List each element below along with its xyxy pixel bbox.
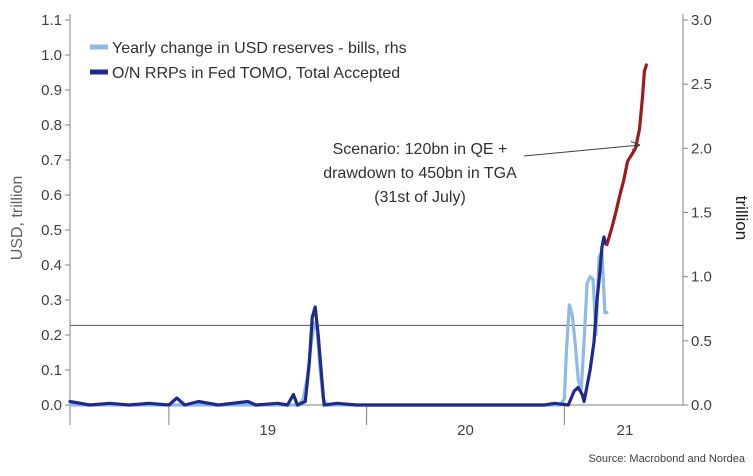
left-tick-label: 0.8 xyxy=(41,117,62,134)
x-tick-label: 21 xyxy=(617,422,634,439)
right-tick-label: 0.5 xyxy=(691,333,712,350)
left-tick-label: 1.0 xyxy=(41,47,62,64)
annotation-line: Scenario: 120bn in QE + xyxy=(333,141,508,158)
right-tick-label: 2.0 xyxy=(691,140,712,157)
left-axis-title: USD, trillion xyxy=(9,176,26,260)
right-tick-label: 3.0 xyxy=(691,12,712,29)
annotation-arrowhead xyxy=(630,141,641,151)
scenario-annotation: Scenario: 120bn in QE + drawdown to 450bn… xyxy=(323,141,641,206)
series-line-2 xyxy=(68,235,608,407)
left-tick-label: 0.1 xyxy=(41,362,62,379)
right-tick-label: 0.0 xyxy=(691,397,712,414)
left-tick-label: 0.7 xyxy=(41,152,62,169)
annotation-arrow xyxy=(523,144,641,157)
left-tick-label: 0.0 xyxy=(41,397,62,414)
series-layer xyxy=(68,63,648,407)
right-tick-label: 1.5 xyxy=(691,205,712,222)
x-tick-label: 20 xyxy=(457,422,474,439)
left-axis: 0.0 0.1 0.2 0.3 0.4 0.5 0.6 0.7 0.8 0.9 1.0 1.1 xyxy=(41,12,70,414)
source-note: Source: Macrobond and Nordea xyxy=(588,453,745,465)
right-axis-title: trillion xyxy=(732,196,751,240)
left-tick-label: 0.9 xyxy=(41,82,62,99)
right-tick-label: 1.0 xyxy=(691,269,712,286)
legend-label: Yearly change in USD reserves - bills, r… xyxy=(112,40,407,57)
annotation-line: drawdown to 450bn in TGA xyxy=(323,165,517,182)
series-line-3 xyxy=(605,63,648,247)
right-axis: 0.0 0.5 1.0 1.5 2.0 2.5 3.0 xyxy=(683,12,712,414)
left-tick-label: 0.2 xyxy=(41,327,62,344)
left-tick-label: 0.5 xyxy=(41,222,62,239)
left-tick-label: 0.6 xyxy=(41,187,62,204)
legend: Yearly change in USD reserves - bills, r… xyxy=(90,40,407,82)
series-line-1 xyxy=(68,249,609,407)
right-tick-label: 2.5 xyxy=(691,76,712,93)
annotation-line: (31st of July) xyxy=(374,189,466,206)
left-tick-label: 0.3 xyxy=(41,292,62,309)
left-tick-label: 1.1 xyxy=(41,12,62,29)
x-tick-label: 19 xyxy=(259,422,276,439)
x-axis: 19 20 21 xyxy=(69,405,634,439)
left-tick-label: 0.4 xyxy=(41,257,62,274)
legend-label: O/N RRPs in Fed TOMO, Total Accepted xyxy=(112,65,400,82)
